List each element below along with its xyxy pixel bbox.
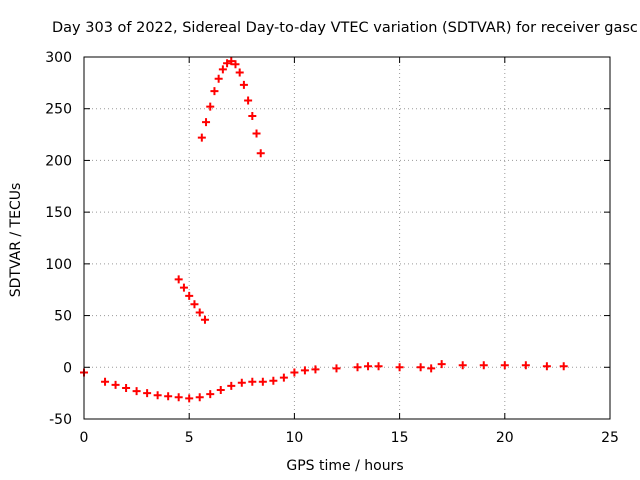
data-point <box>143 389 152 398</box>
data-point <box>244 96 253 105</box>
data-point <box>427 364 436 373</box>
x-tick-label: 5 <box>185 430 194 446</box>
y-tick-label: -50 <box>49 412 72 428</box>
data-point <box>174 393 183 402</box>
y-tick-label: 300 <box>45 50 72 66</box>
data-point <box>185 394 194 403</box>
data-point <box>559 362 568 371</box>
y-tick-label: 150 <box>45 205 72 221</box>
data-point <box>210 87 219 96</box>
data-point <box>364 362 373 371</box>
data-point <box>223 59 232 68</box>
grid-layer <box>84 57 610 419</box>
data-point <box>395 363 404 372</box>
data-point <box>479 361 488 370</box>
plot-area-border <box>83 56 611 420</box>
series-sat-arc-low <box>80 360 568 403</box>
data-point <box>416 363 425 372</box>
x-axis-label: GPS time / hours <box>286 458 403 474</box>
data-point <box>248 377 257 386</box>
data-point <box>206 102 215 111</box>
data-point <box>164 392 173 401</box>
chart-title: Day 303 of 2022, Sidereal Day-to-day VTE… <box>52 20 638 36</box>
series-sat-arc-mid <box>174 275 209 324</box>
x-tick-label: 20 <box>496 430 514 446</box>
data-point <box>227 57 236 66</box>
data-point <box>216 386 225 395</box>
data-point <box>237 378 246 387</box>
data-point <box>153 391 162 400</box>
data-point <box>239 80 248 89</box>
data-point <box>521 361 530 370</box>
data-point <box>218 65 227 74</box>
data-point <box>122 383 131 392</box>
data-point <box>190 300 199 309</box>
data-point <box>248 111 257 120</box>
y-tick-label: 0 <box>63 360 72 376</box>
data-point <box>374 362 383 371</box>
data-point <box>437 360 446 369</box>
x-tick-label: 25 <box>601 430 619 446</box>
data-point <box>197 133 206 142</box>
data-point <box>300 366 309 375</box>
data-point <box>214 74 223 83</box>
data-point <box>195 393 204 402</box>
data-point <box>111 380 120 389</box>
data-point <box>185 291 194 300</box>
data-point <box>353 363 362 372</box>
data-point <box>500 361 509 370</box>
data-point <box>206 390 215 399</box>
tick-label-layer: 0 5 10 15 20 25 -50 0 50 100 150 200 250 300 <box>45 50 619 446</box>
data-point <box>458 361 467 370</box>
x-tick-label: 0 <box>80 430 89 446</box>
data-point <box>235 68 244 77</box>
data-point <box>311 365 320 374</box>
data-point <box>227 381 236 390</box>
data-point <box>252 129 261 138</box>
data-point <box>202 118 211 127</box>
data-point <box>269 376 278 385</box>
data-point <box>179 283 188 292</box>
y-tick-label: 50 <box>54 309 72 325</box>
data-point <box>332 364 341 373</box>
data-point <box>231 60 240 69</box>
y-axis-label: SDTVAR / TECUs <box>8 183 24 298</box>
data-point <box>290 368 299 377</box>
data-point <box>258 377 267 386</box>
data-point <box>195 308 204 317</box>
data-point <box>256 149 265 158</box>
y-tick-label: 100 <box>45 257 72 273</box>
data-point <box>132 387 141 396</box>
tick-layer <box>83 56 611 420</box>
data-layer <box>80 57 568 403</box>
x-tick-label: 15 <box>391 430 409 446</box>
data-point <box>200 315 209 324</box>
data-point <box>174 275 183 284</box>
data-point <box>542 362 551 371</box>
x-tick-label: 10 <box>285 430 303 446</box>
series-sat-arc-high <box>197 57 265 158</box>
data-point <box>279 373 288 382</box>
y-tick-label: 200 <box>45 153 72 169</box>
y-tick-label: 250 <box>45 102 72 118</box>
data-point <box>101 377 110 386</box>
